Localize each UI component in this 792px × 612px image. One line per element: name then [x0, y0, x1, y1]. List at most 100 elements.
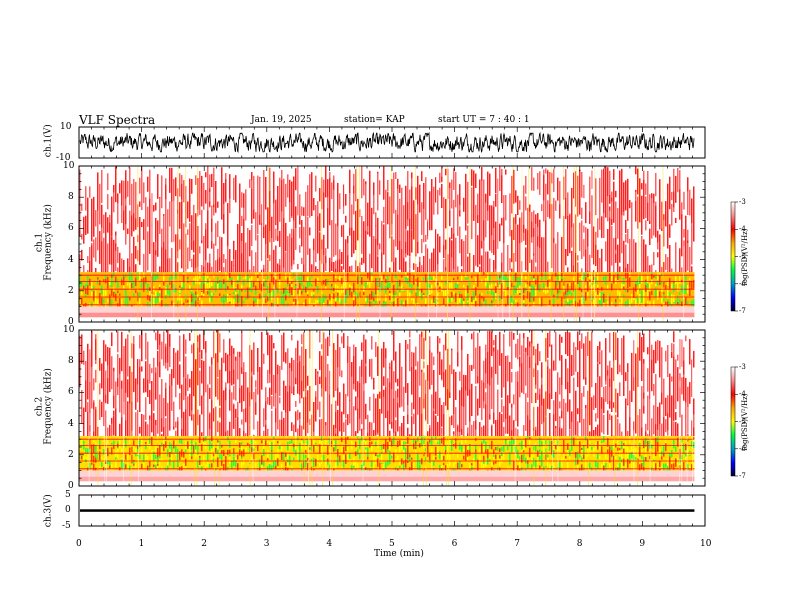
spectrogram-texture [635, 189, 637, 222]
spectrogram-texture [587, 403, 589, 435]
spectrogram-texture [191, 258, 193, 268]
spectrogram-texture [479, 422, 481, 437]
spectrogram-texture [477, 193, 479, 216]
spectrogram-texture [583, 239, 585, 257]
spectrogram-texture [131, 280, 133, 289]
spectrogram-texture [521, 436, 523, 441]
spectrogram-texture [203, 182, 205, 210]
spectrogram-texture [499, 423, 501, 437]
spectrogram-texture [203, 273, 205, 277]
spectrogram-texture [455, 293, 457, 303]
spectrogram-texture [287, 174, 289, 198]
spectrogram-texture [665, 285, 667, 289]
spectrogram-texture [89, 370, 91, 416]
spectrogram-texture [195, 359, 197, 377]
spectrogram-texture [473, 291, 475, 300]
spectrogram-texture [309, 277, 311, 284]
spectrogram-texture [425, 394, 427, 420]
spectrogram-texture [305, 299, 307, 307]
spectrogram-texture [539, 455, 541, 462]
spectrogram-texture [619, 266, 621, 273]
spectrogram-texture [297, 301, 299, 307]
spectrogram-texture [191, 302, 193, 307]
spectrogram-texture [623, 362, 625, 396]
spectrogram-texture [119, 437, 121, 446]
spectrogram-texture [449, 364, 451, 393]
spectrogram-texture [359, 366, 361, 384]
spectrogram-texture [443, 212, 445, 246]
spectrogram-texture [243, 262, 245, 273]
spectrogram-texture [249, 288, 251, 292]
spectrogram-texture [185, 356, 187, 391]
spectrogram-texture [355, 210, 357, 249]
spectrogram-texture [667, 205, 669, 249]
spectrogram-texture [409, 339, 411, 372]
spectrogram-texture [623, 182, 625, 212]
spectrogram-texture [371, 336, 373, 350]
spectrogram-texture [289, 283, 291, 294]
spectrogram-texture [135, 464, 137, 469]
spectrogram-texture [249, 179, 251, 188]
spectrogram-texture [299, 194, 301, 216]
spectrogram-texture [559, 432, 561, 437]
spectrogram-texture [209, 387, 211, 399]
spectrogram-texture [325, 342, 327, 378]
spectrogram-texture [227, 221, 229, 247]
spectrogram-texture [131, 304, 133, 307]
spectrogram-texture [169, 258, 171, 267]
spectrogram-texture [117, 354, 119, 396]
spectrogram-texture [449, 442, 451, 448]
spectrogram-texture [203, 330, 205, 350]
spectrogram-texture [659, 269, 661, 273]
spectrogram-texture [497, 446, 499, 450]
spectrogram-texture [529, 419, 531, 437]
spectrogram-texture [183, 451, 185, 458]
spectrogram-texture [619, 193, 621, 230]
spectrogram-texture [219, 440, 221, 449]
spectrogram-texture [359, 383, 361, 419]
spectrogram-texture [83, 222, 85, 244]
spectrogram-texture [665, 397, 667, 416]
spectrogram-texture [247, 408, 249, 437]
spectrogram-texture [255, 459, 257, 470]
spectrogram-texture [85, 380, 87, 407]
spectrogram-texture [485, 460, 487, 467]
spectrogram-texture [283, 178, 285, 219]
spectrogram-texture [501, 304, 503, 307]
spectrogram-texture [547, 208, 549, 217]
spectrogram-texture [213, 408, 215, 422]
spectrogram-texture [111, 442, 113, 446]
spectrogram-texture [87, 343, 89, 384]
spectrogram-texture [685, 227, 687, 271]
spectrogram-texture [333, 219, 335, 257]
spectrogram-texture [621, 185, 623, 217]
spectrogram-texture [455, 469, 457, 471]
spectrogram-texture [559, 377, 561, 395]
spectrogram-texture [217, 448, 219, 455]
spectrogram-texture [445, 450, 447, 453]
spectrogram-texture [639, 294, 641, 304]
spectrogram-texture [425, 304, 427, 307]
spectrogram-texture [655, 270, 657, 273]
spectrogram-texture [523, 201, 525, 241]
spectrogram-texture [191, 287, 193, 293]
spectrogram-texture [399, 279, 401, 287]
spectrogram-texture [281, 291, 283, 295]
spectrogram-texture [231, 280, 233, 286]
spectrogram-texture [609, 400, 611, 409]
spectrogram-texture [621, 297, 623, 307]
spectrogram-texture [501, 399, 503, 413]
spectrogram-texture [307, 291, 309, 295]
spectrogram-texture [293, 457, 295, 461]
spectrogram-texture [371, 291, 373, 300]
spectrogram-texture [371, 461, 373, 467]
spectrogram-texture [397, 468, 399, 471]
spectrogram-texture [101, 204, 103, 230]
spectrogram-texture [643, 179, 645, 220]
spectrogram-texture [251, 276, 253, 281]
spectrogram-texture [571, 255, 573, 265]
spectrogram-texture [587, 246, 589, 271]
spectrogram-texture [555, 428, 557, 436]
spectrogram-texture [499, 295, 501, 301]
spectrogram-texture [473, 331, 475, 369]
